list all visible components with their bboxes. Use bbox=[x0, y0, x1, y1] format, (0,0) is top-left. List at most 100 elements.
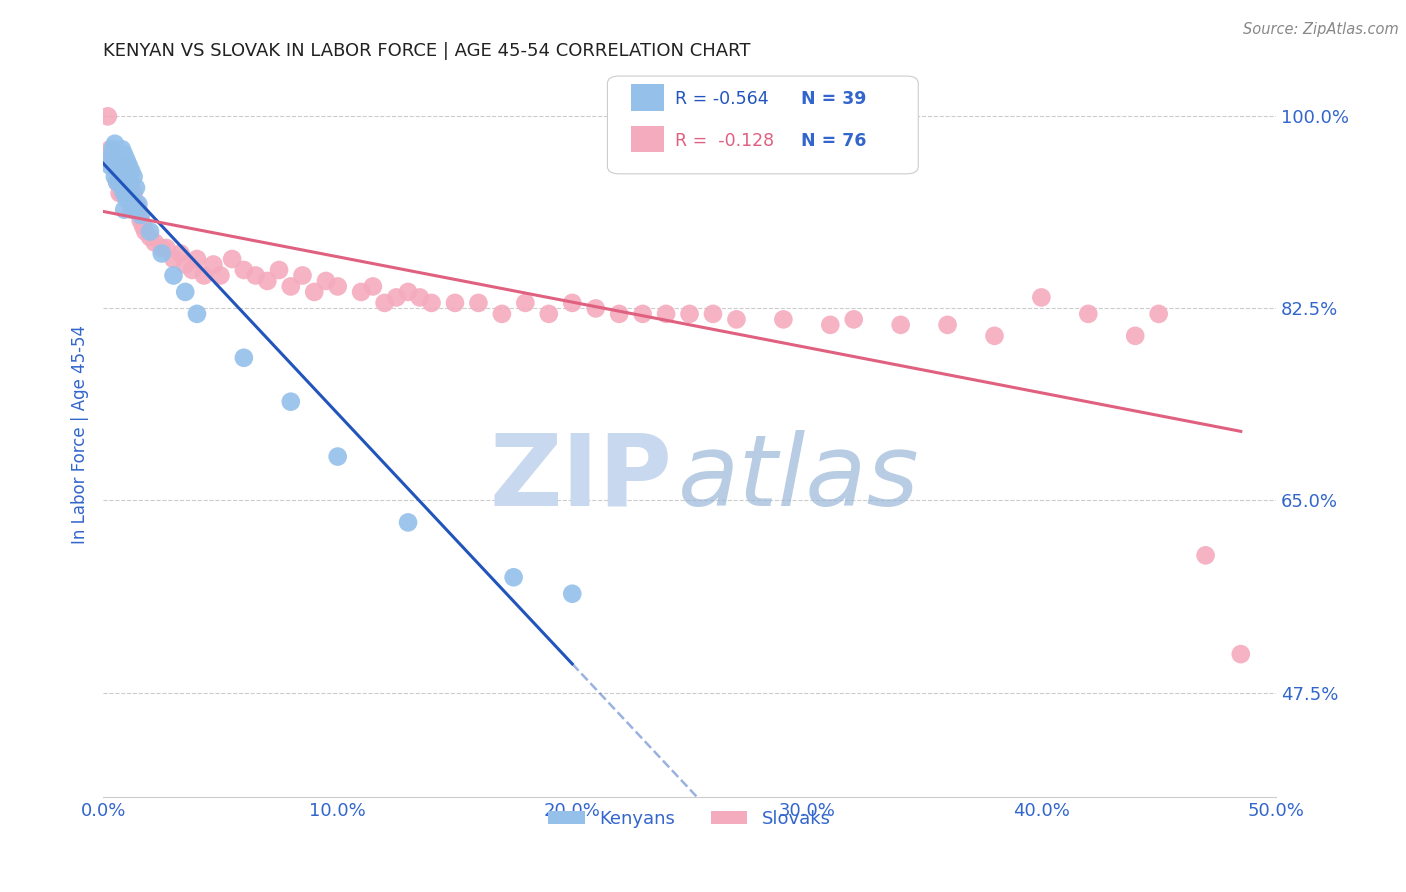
Point bbox=[502, 570, 524, 584]
Point bbox=[120, 164, 142, 178]
Point bbox=[104, 153, 127, 168]
Point bbox=[118, 180, 141, 194]
Point bbox=[125, 197, 148, 211]
Point bbox=[585, 301, 607, 316]
Point bbox=[174, 285, 197, 299]
Point bbox=[315, 274, 337, 288]
Point bbox=[112, 186, 135, 201]
Point bbox=[125, 180, 148, 194]
Point bbox=[108, 147, 131, 161]
Point bbox=[631, 307, 654, 321]
Point bbox=[118, 169, 141, 184]
Point bbox=[174, 258, 197, 272]
Point bbox=[702, 307, 724, 321]
Point bbox=[350, 285, 373, 299]
Point bbox=[326, 279, 349, 293]
Point bbox=[820, 318, 842, 332]
Point bbox=[112, 169, 135, 184]
Point bbox=[245, 268, 267, 283]
Point bbox=[101, 147, 124, 161]
Point bbox=[98, 159, 121, 173]
Point bbox=[115, 192, 138, 206]
Point bbox=[409, 290, 432, 304]
Point bbox=[127, 202, 149, 217]
Point bbox=[111, 142, 134, 156]
Point bbox=[936, 318, 959, 332]
Point bbox=[105, 153, 128, 168]
Point bbox=[280, 279, 302, 293]
Point bbox=[256, 274, 278, 288]
Point bbox=[108, 159, 131, 173]
Point bbox=[118, 159, 141, 173]
Point bbox=[101, 142, 124, 156]
Text: ZIP: ZIP bbox=[489, 430, 672, 526]
Point bbox=[120, 202, 142, 217]
Point bbox=[112, 147, 135, 161]
Point bbox=[132, 219, 155, 233]
Point bbox=[150, 246, 173, 260]
Point bbox=[561, 587, 583, 601]
Point bbox=[122, 186, 145, 201]
Point bbox=[150, 241, 173, 255]
Point bbox=[98, 142, 121, 156]
Point bbox=[983, 328, 1005, 343]
Point bbox=[139, 225, 162, 239]
Point bbox=[169, 246, 191, 260]
Text: R = -0.564: R = -0.564 bbox=[675, 90, 769, 108]
Point bbox=[385, 290, 408, 304]
Point bbox=[129, 208, 152, 222]
Point bbox=[326, 450, 349, 464]
Point bbox=[232, 351, 254, 365]
Point bbox=[134, 225, 156, 239]
Point bbox=[725, 312, 748, 326]
Point bbox=[1123, 328, 1146, 343]
Point bbox=[420, 296, 443, 310]
Text: N = 76: N = 76 bbox=[801, 132, 866, 150]
Point bbox=[202, 258, 225, 272]
Point bbox=[374, 296, 396, 310]
Text: Source: ZipAtlas.com: Source: ZipAtlas.com bbox=[1243, 22, 1399, 37]
Point bbox=[467, 296, 489, 310]
Point bbox=[842, 312, 865, 326]
Point bbox=[890, 318, 912, 332]
Point bbox=[139, 230, 162, 244]
Point bbox=[111, 164, 134, 178]
Point bbox=[186, 252, 208, 266]
Point bbox=[193, 268, 215, 283]
Point bbox=[772, 312, 794, 326]
Point bbox=[396, 516, 419, 530]
Point bbox=[129, 213, 152, 227]
Point bbox=[232, 263, 254, 277]
Point bbox=[108, 169, 131, 184]
Point bbox=[120, 180, 142, 194]
FancyBboxPatch shape bbox=[631, 126, 664, 153]
Text: atlas: atlas bbox=[678, 430, 920, 526]
Point bbox=[221, 252, 243, 266]
Point bbox=[515, 296, 537, 310]
Point bbox=[491, 307, 513, 321]
Text: R =  -0.128: R = -0.128 bbox=[675, 132, 775, 150]
Point bbox=[115, 186, 138, 201]
Point bbox=[112, 202, 135, 217]
Y-axis label: In Labor Force | Age 45-54: In Labor Force | Age 45-54 bbox=[72, 325, 89, 544]
Point bbox=[162, 268, 184, 283]
Point bbox=[181, 263, 204, 277]
Point bbox=[444, 296, 467, 310]
Point bbox=[186, 307, 208, 321]
Point bbox=[267, 263, 290, 277]
Point bbox=[115, 153, 138, 168]
Point bbox=[105, 175, 128, 189]
Point bbox=[97, 109, 120, 123]
Point bbox=[1147, 307, 1170, 321]
Point bbox=[655, 307, 678, 321]
Point bbox=[120, 192, 142, 206]
Point bbox=[115, 159, 138, 173]
Point bbox=[162, 252, 184, 266]
Point bbox=[291, 268, 314, 283]
Point bbox=[111, 159, 134, 173]
Point bbox=[396, 285, 419, 299]
Point bbox=[104, 136, 127, 151]
Point bbox=[127, 197, 149, 211]
Point bbox=[97, 153, 120, 168]
Point bbox=[111, 180, 134, 194]
